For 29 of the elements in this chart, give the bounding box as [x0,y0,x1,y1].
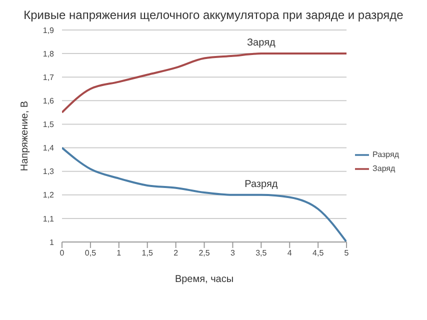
x-axis-title: Время, часы [174,274,234,285]
y-tick-label: 1,5 [42,120,55,130]
x-tick-label: 3 [230,248,236,258]
x-tick-label: 2 [174,248,179,258]
annotation: Разряд [244,178,278,190]
x-tick-label: 0,5 [84,248,97,258]
x-tick-label: 2,5 [198,248,210,258]
y-tick-label: 1,7 [42,72,55,82]
x-tick-label: 4,5 [312,248,324,258]
y-tick-label: 1,1 [42,214,55,224]
x-tick-label: 5 [344,248,350,258]
x-tick-label: 3,5 [256,248,268,258]
legend-label: Заряд [372,164,396,174]
y-tick-label: 1,3 [42,167,55,176]
annotation: Заряд [247,38,276,49]
y-axis-title: Напряжение, В [20,100,31,172]
x-tick-label: 4 [287,248,292,258]
y-tick-label: 1,8 [42,49,55,58]
line-series [62,52,347,114]
x-tick-label: 1,5 [142,248,154,258]
chart-title: Кривые напряжения щелочного аккумулятора при заряде и разряде [22,8,404,22]
y-tick-label: 1 [50,238,55,247]
y-tick-label: 1,4 [42,144,55,153]
legend-label: Разряд [372,150,399,160]
x-tick-label: 0 [60,248,65,258]
x-tick-label: 1 [116,248,122,258]
y-tick-label: 1,6 [42,96,55,106]
y-tick-label: 1,2 [42,190,55,200]
y-tick-label: 1,9 [42,26,55,35]
